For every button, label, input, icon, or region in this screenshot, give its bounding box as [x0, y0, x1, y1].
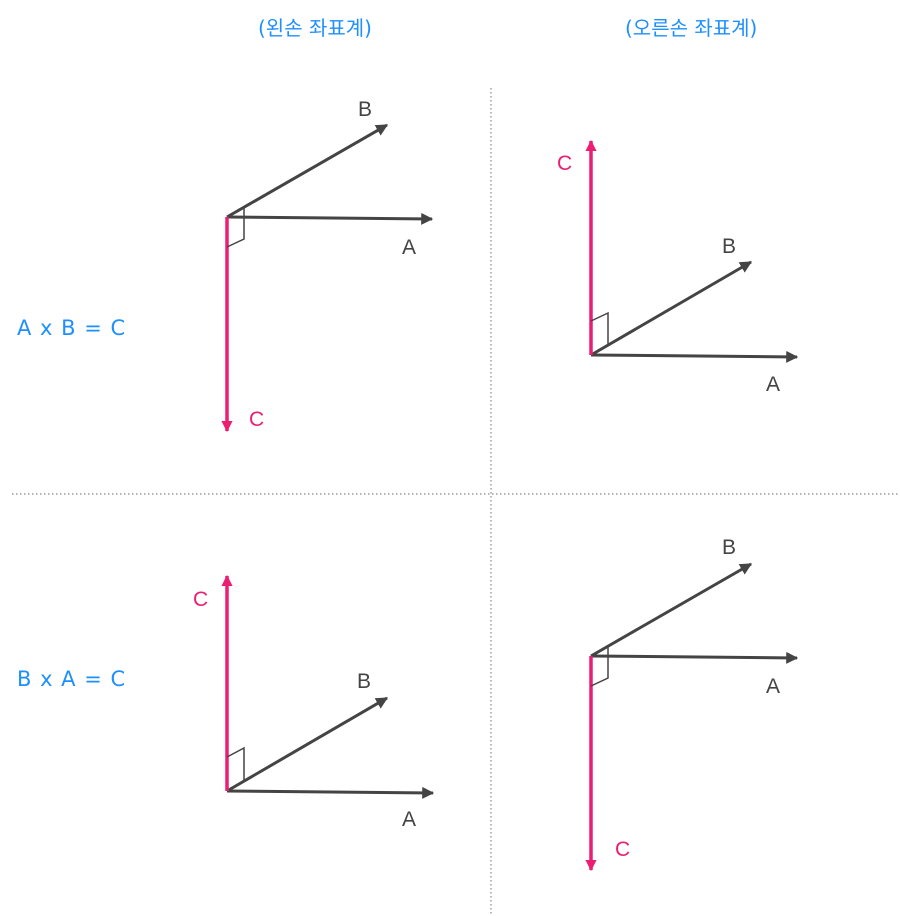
label-a: A	[402, 808, 416, 831]
vector-a-arrow	[226, 786, 435, 799]
label-a: A	[766, 675, 780, 698]
right-angle-mark	[590, 647, 609, 687]
panel-right-handed-bxa: B A C	[585, 536, 799, 872]
right-angle-mark	[226, 746, 245, 780]
label-b: B	[358, 98, 372, 121]
vector-b-arrow	[226, 696, 389, 793]
label-a: A	[402, 236, 416, 259]
label-b: B	[722, 536, 736, 559]
left-handed-header: (왼손 좌표계)	[258, 16, 372, 40]
panel-left-handed-bxa: C B A	[193, 574, 435, 831]
label-c: C	[249, 408, 264, 431]
label-a: A	[766, 373, 780, 396]
vector-a-arrow	[590, 651, 799, 664]
vector-b-arrow	[226, 123, 389, 219]
panel-right-handed-axb: C B A	[557, 139, 799, 396]
right-angle-mark	[590, 311, 609, 345]
right-handed-header: (오른손 좌표계)	[625, 16, 758, 40]
label-b: B	[722, 235, 736, 258]
vector-a-arrow	[226, 212, 434, 225]
vector-b-arrow	[590, 260, 753, 357]
label-c: C	[557, 152, 572, 175]
panel-left-handed-axb: B A C	[221, 98, 434, 433]
row-label-bottom: B x A = C	[17, 667, 127, 691]
vector-b-arrow	[590, 562, 753, 658]
label-c: C	[615, 838, 630, 861]
right-angle-mark	[226, 208, 245, 248]
label-c: C	[193, 588, 208, 611]
row-label-top: A x B = C	[17, 316, 127, 340]
label-b: B	[357, 670, 371, 693]
vector-a-arrow	[590, 350, 799, 363]
